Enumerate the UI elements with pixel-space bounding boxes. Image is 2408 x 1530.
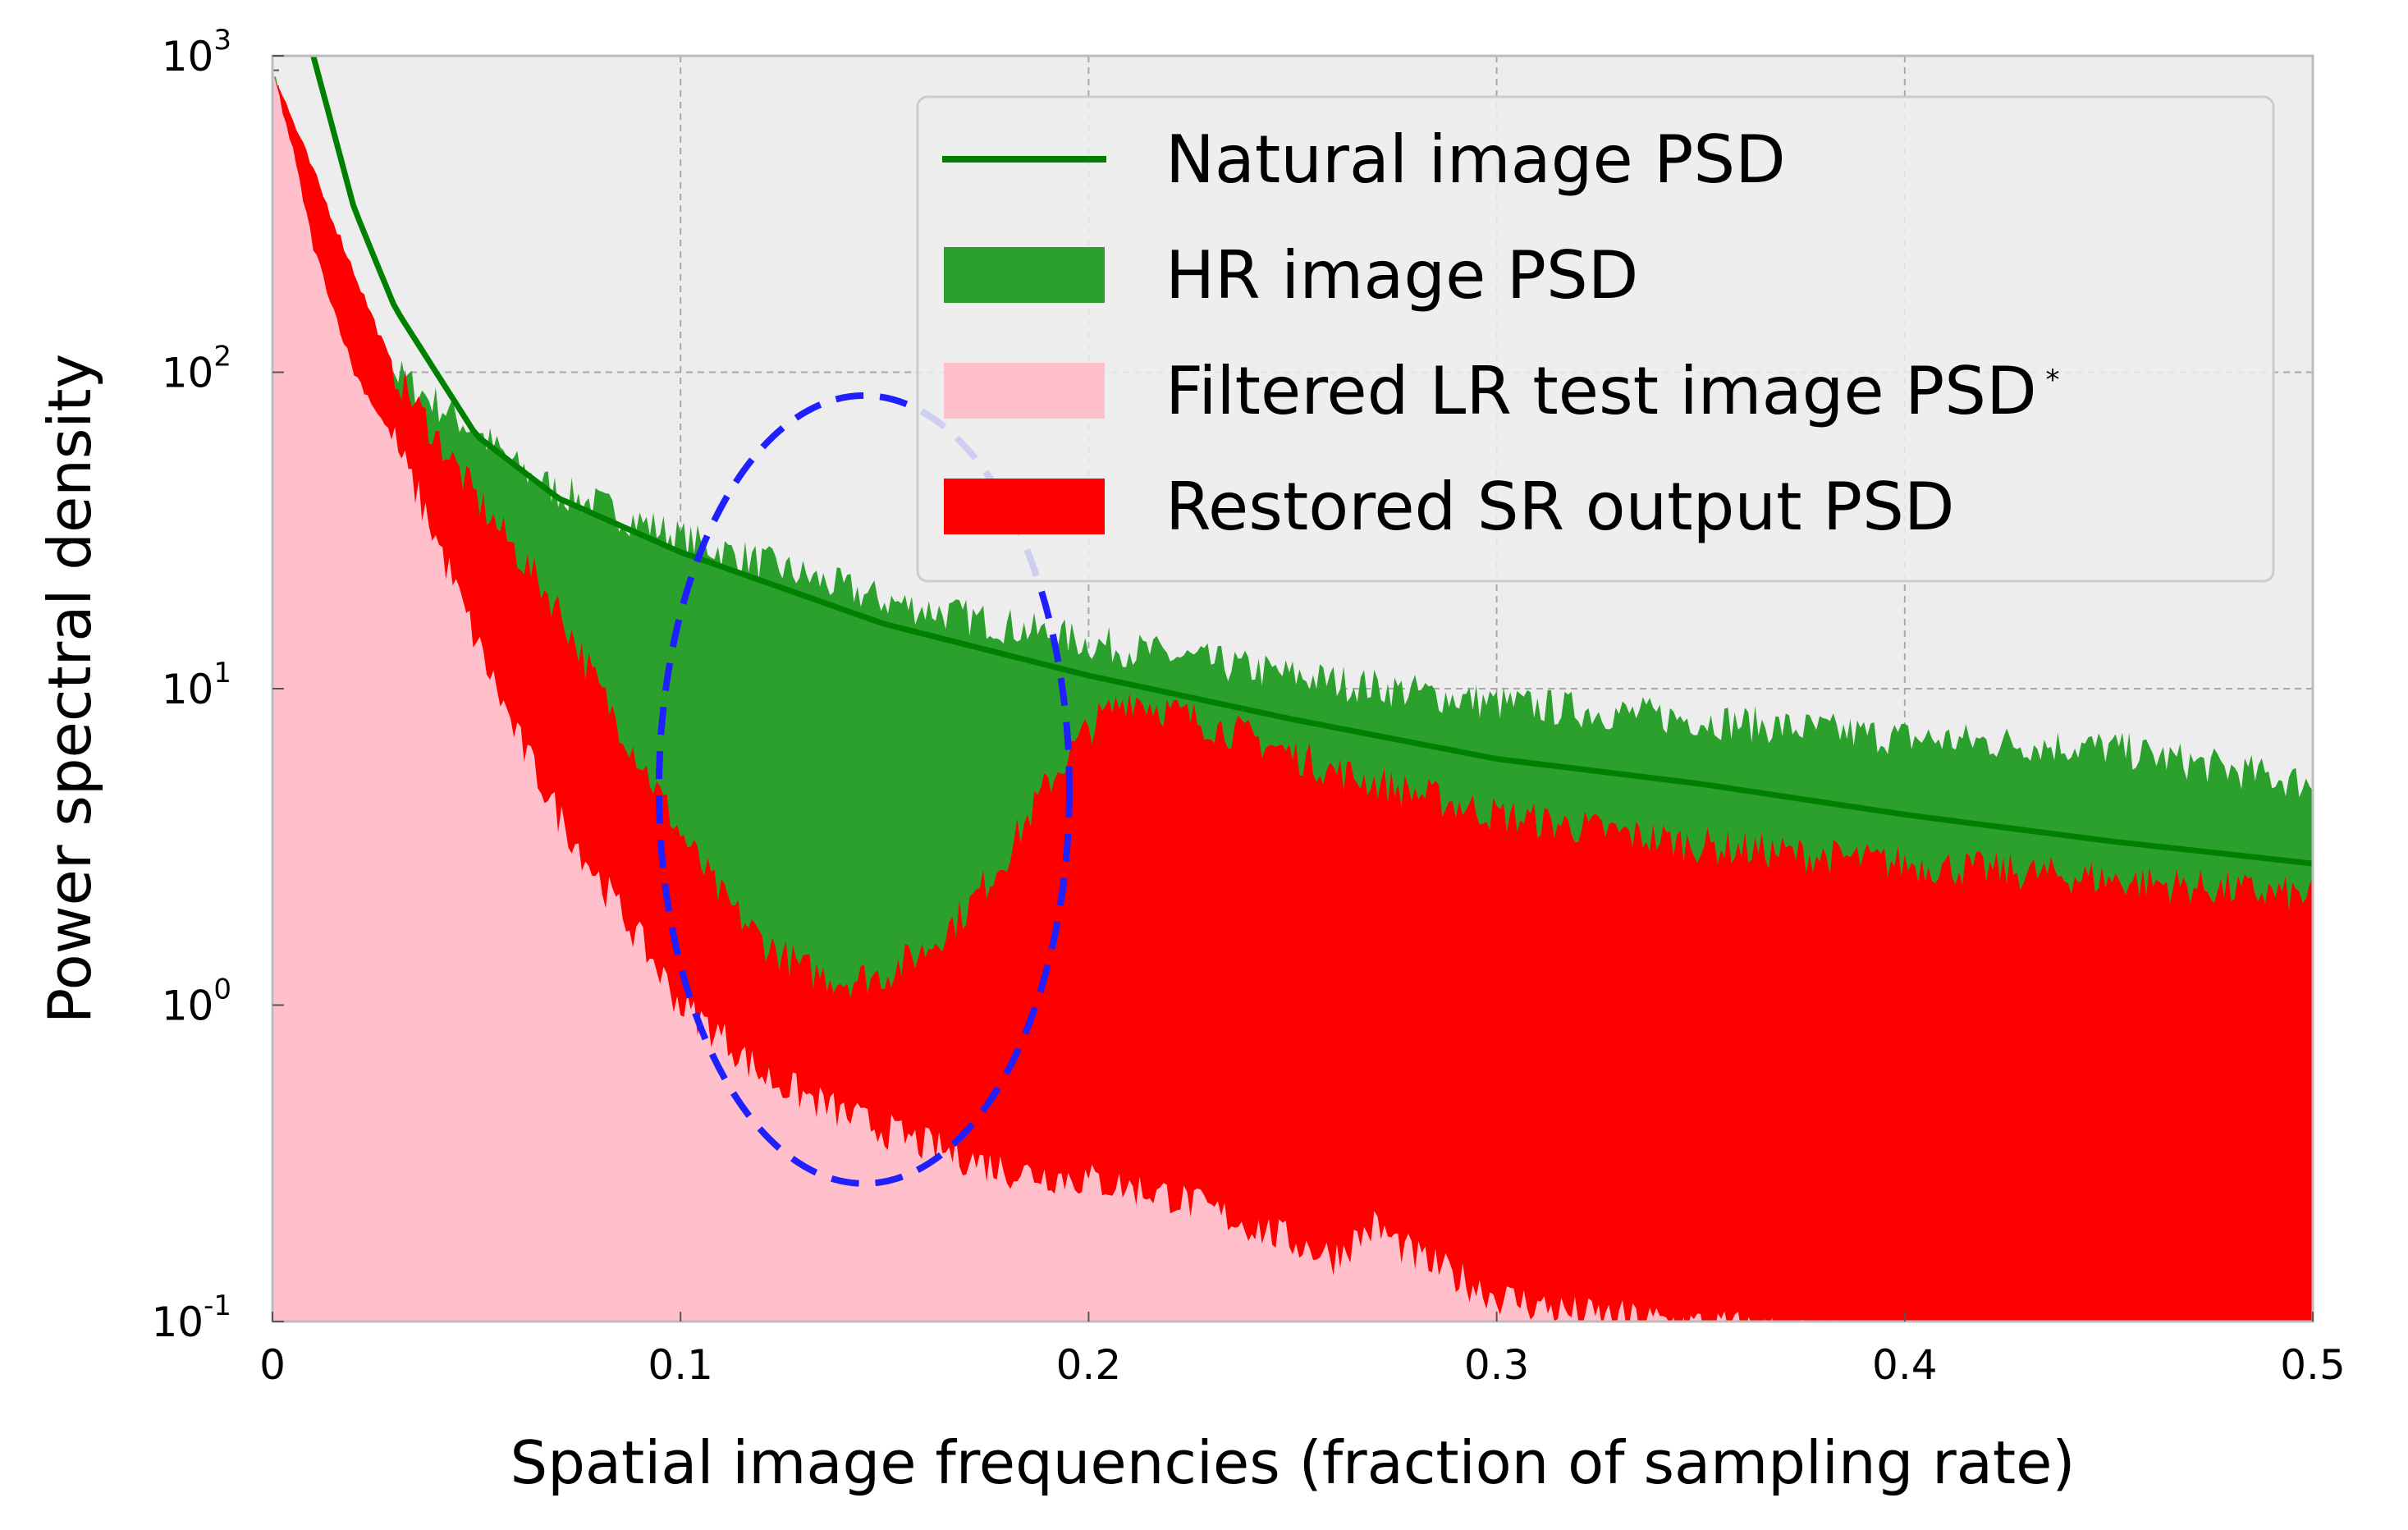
psd-areas	[272, 69, 2313, 1322]
legend: Natural image PSD HR image PSD Filtered LR…	[916, 95, 2275, 583]
x-tick-label: 0.4	[1872, 1341, 1938, 1389]
x-axis-title: Spatial image frequencies (fraction of s…	[510, 1428, 2075, 1497]
y-tick-labels: 10-1 100 101 102 103	[151, 24, 284, 1346]
x-tick-label: 0	[259, 1341, 286, 1389]
legend-label: Filtered LR test image PSD *	[1165, 353, 2060, 429]
legend-box	[916, 95, 2275, 583]
annotations	[655, 392, 1073, 1187]
psd-lines	[310, 56, 2313, 867]
legend-swatch	[944, 479, 1105, 534]
legend-swatch	[944, 247, 1105, 303]
x-tick-label: 0.2	[1056, 1341, 1122, 1389]
x-tick-label: 0.3	[1464, 1341, 1530, 1389]
y-tick-label: 102	[162, 341, 231, 397]
dashed-circle-annotation	[655, 392, 1073, 1187]
area-restored-sr-output-psd	[272, 72, 2313, 1322]
y-tick-label: 10-1	[151, 1290, 231, 1346]
x-tick-label: 0.5	[2280, 1341, 2346, 1389]
legend-swatch	[944, 363, 1105, 419]
x-tick-label: 0.1	[648, 1341, 713, 1389]
area-filtered-lr-test-image-psd	[272, 69, 2313, 1322]
line-natural-image-psd	[310, 56, 2313, 867]
legend-label: HR image PSD	[1165, 237, 1638, 314]
x-tick-labels: 0 0.1 0.2 0.3 0.4 0.5	[259, 1312, 2346, 1389]
y-axis-title: Power spectral density	[35, 354, 104, 1024]
y-tick-label: 103	[162, 24, 231, 80]
legend-label: Restored SR output PSD	[1165, 469, 1954, 545]
legend-label: Natural image PSD	[1165, 121, 1786, 198]
y-tick-label: 100	[162, 973, 231, 1030]
y-tick-label: 101	[162, 657, 231, 713]
